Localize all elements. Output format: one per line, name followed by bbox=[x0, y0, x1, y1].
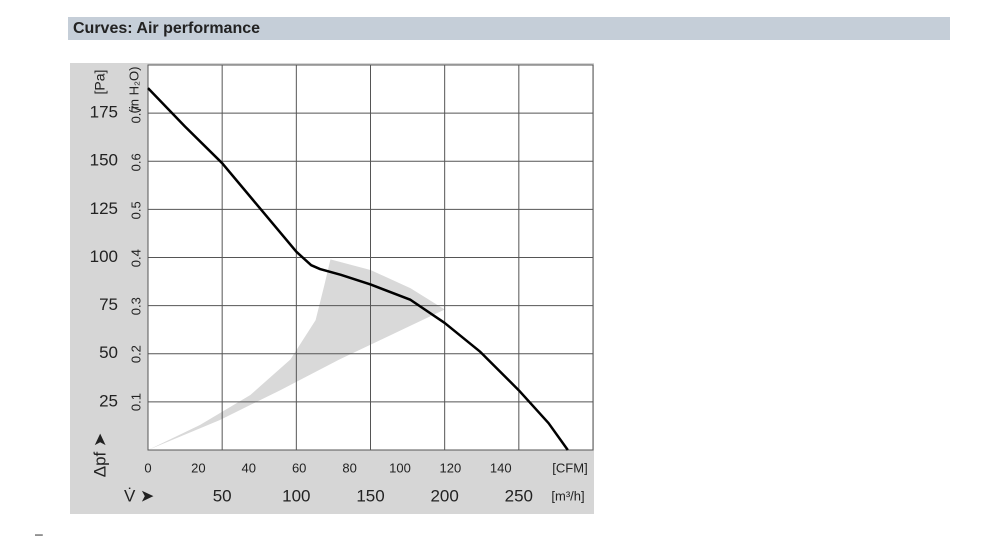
x2-tick-label: 100 bbox=[389, 460, 411, 475]
x2-tick-label: 40 bbox=[242, 460, 256, 475]
x-tick-label: 200 bbox=[430, 486, 458, 505]
y-tick-label: 75 bbox=[99, 295, 118, 314]
x2-axis-label: [CFM] bbox=[552, 460, 587, 475]
y-tick-label: 150 bbox=[90, 151, 118, 170]
y2-tick-label: 0.3 bbox=[128, 297, 143, 315]
y2-tick-label: 0.1 bbox=[128, 393, 143, 411]
x2-tick-label: 140 bbox=[490, 460, 512, 475]
plot-frame bbox=[147, 64, 594, 451]
x2-tick-label: 120 bbox=[440, 460, 462, 475]
header-title: Curves: Air performance bbox=[73, 20, 260, 37]
y2-tick-label: 0.6 bbox=[128, 153, 143, 171]
y2-axis-label: (in H₂O) bbox=[126, 67, 141, 114]
y2-tick-label: 0.7 bbox=[128, 105, 143, 123]
x-tick-label: 50 bbox=[213, 486, 232, 505]
x-symbol: V̇ ➤ bbox=[124, 486, 154, 505]
y-tick-label: 175 bbox=[90, 103, 118, 122]
y-tick-label: 100 bbox=[90, 247, 118, 266]
x-tick-label: 150 bbox=[356, 486, 384, 505]
y2-tick-label: 0.5 bbox=[128, 201, 143, 219]
y2-tick-label: 0.2 bbox=[128, 345, 143, 363]
x-axis-label: [m³/h] bbox=[551, 488, 584, 503]
y-tick-label: 50 bbox=[99, 343, 118, 362]
y-symbol: Δpf ➤ bbox=[90, 433, 109, 478]
x-tick-label: 250 bbox=[505, 486, 533, 505]
header-bar bbox=[68, 17, 950, 40]
x2-tick-label: 20 bbox=[191, 460, 205, 475]
performance-curve bbox=[147, 87, 569, 451]
x2-tick-label: 60 bbox=[292, 460, 306, 475]
footer-mark: – bbox=[35, 526, 43, 538]
y-tick-label: 25 bbox=[99, 391, 118, 410]
y-axis-label: [Pa] bbox=[92, 70, 108, 95]
y-tick-label: 125 bbox=[90, 199, 118, 218]
y2-tick-label: 0.4 bbox=[128, 249, 143, 267]
x2-tick-label: 0 bbox=[144, 460, 151, 475]
x-tick-label: 100 bbox=[282, 486, 310, 505]
x2-tick-label: 80 bbox=[342, 460, 356, 475]
